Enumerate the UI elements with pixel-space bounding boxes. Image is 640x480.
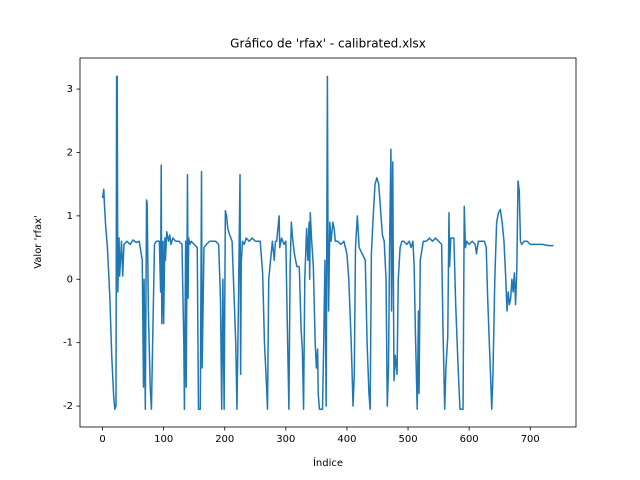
x-tick-label: 100 [154,434,173,445]
x-tick-label: 700 [521,434,540,445]
x-tick-label: 600 [460,434,479,445]
y-tick-label: -1 [63,338,73,349]
chart-title: Gráfico de 'rfax' - calibrated.xlsx [230,37,426,51]
y-tick-label: 3 [67,84,73,95]
x-axis-label: Índice [313,456,343,469]
plot-frame [79,57,577,428]
x-tick-label: 0 [99,434,105,445]
y-tick-label: 1 [67,211,73,222]
y-tick-label: -2 [63,401,73,412]
data-line [101,75,554,410]
y-axis-label: Valor 'rfax' [33,215,44,269]
y-tick-label: 2 [67,147,73,158]
x-tick-label: 500 [398,434,417,445]
x-tick-label: 400 [337,434,356,445]
y-tick-label: 0 [67,274,73,285]
x-tick-label: 200 [215,434,234,445]
x-tick-label: 300 [276,434,295,445]
